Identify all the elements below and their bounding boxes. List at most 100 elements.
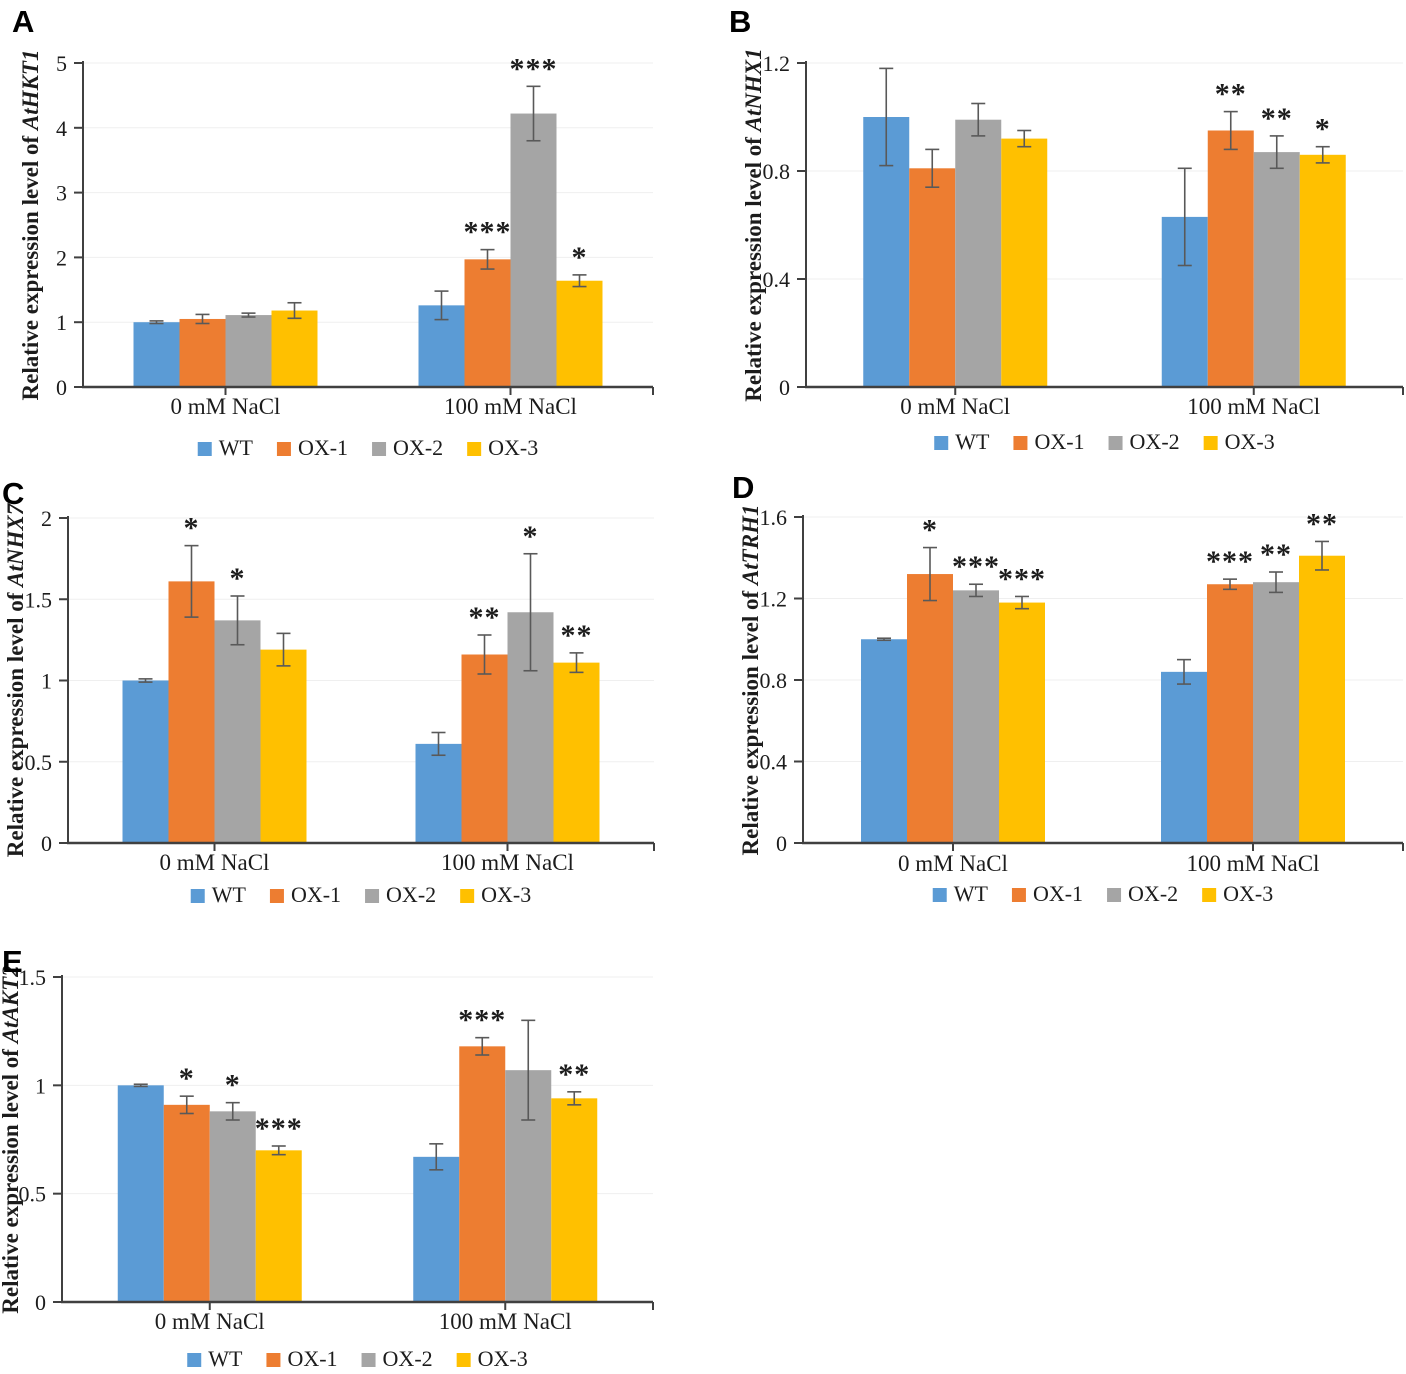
legend-swatch-wt <box>187 1353 202 1367</box>
significance-stars: *** <box>464 216 512 249</box>
significance-stars: * <box>1315 113 1331 146</box>
panel-label-b: B <box>729 4 752 39</box>
legend: WT OX-1 OX-2 OX-3 <box>197 435 538 460</box>
panel-d: D * *** *** ** *** ** 0 0.4 0.8 1.2 1.6 0 mM NaCl 10… <box>703 470 1406 940</box>
bar-ox-1-cat1 <box>1207 584 1253 843</box>
significance-stars: ** <box>561 619 593 652</box>
legend-label-ox-2: OX-2 <box>386 882 436 907</box>
bar-ox-2-cat1 <box>510 113 557 387</box>
bar-ox-1-cat1 <box>464 259 511 387</box>
legend-swatch-ox-2 <box>1108 436 1123 450</box>
legend-label-ox-1: OX-1 <box>1033 881 1083 906</box>
y-tick-label: 0.4 <box>760 750 788 775</box>
bar-wt-cat0 <box>861 639 907 843</box>
legend-swatch-ox-3 <box>1203 436 1218 450</box>
y-tick-label: 0 <box>41 831 52 856</box>
panel-b: B ** ** * 0 0.4 0.8 1.2 0 mM NaCl 100 mM NaCl Rel… <box>703 0 1406 470</box>
y-tick-label: 1.2 <box>760 587 788 612</box>
bar-chart-atakt2: **********00.511.50 mM NaCl 100 mM NaClRe… <box>0 965 654 1371</box>
legend-swatch-ox-3 <box>460 889 475 903</box>
significance-stars: * <box>179 1062 195 1095</box>
category-label: 100 mM NaCl <box>439 1309 572 1334</box>
legend: WT OX-1 OX-2 OX-3 <box>932 881 1273 906</box>
category-label: 0 mM NaCl <box>171 394 281 419</box>
significance-stars: ** <box>558 1058 590 1091</box>
bar-ox-1-cat1 <box>461 654 508 843</box>
legend-swatch-ox-1 <box>276 442 291 456</box>
y-tick-label: 1 <box>41 669 52 694</box>
significance-stars: *** <box>255 1112 303 1145</box>
bar-wt-cat1 <box>415 743 462 843</box>
legend: WT OX-1 OX-2 OX-3 <box>934 429 1275 454</box>
y-tick-label: 1 <box>35 1073 46 1098</box>
legend-label-ox-3: OX-3 <box>478 1346 528 1371</box>
bar-ox-3-cat1 <box>1299 154 1346 387</box>
y-axis-title: Relative expression level of AtAKT2 <box>0 965 23 1313</box>
legend-label-wt: WT <box>219 435 254 460</box>
bar-ox-3-cat0 <box>260 649 307 843</box>
legend-label-wt: WT <box>212 882 247 907</box>
bar-chart-atnhx1: **** *00.40.81.20 mM NaCl 100 mM NaClRelat… <box>741 48 1404 454</box>
bar-ox-2-cat1 <box>1253 152 1300 387</box>
legend-swatch-ox-2 <box>361 1353 376 1367</box>
legend-swatch-ox-1 <box>1013 436 1028 450</box>
y-tick-label: 1.5 <box>25 587 53 612</box>
bar-wt-cat0 <box>122 680 169 843</box>
legend-label-ox-1: OX-1 <box>287 1346 337 1371</box>
y-tick-label: 0.5 <box>19 1182 47 1207</box>
panel-label-c: C <box>2 476 25 511</box>
significance-stars: ** <box>469 601 501 634</box>
significance-stars: * <box>184 512 200 545</box>
y-axis-title: Relative expression level of AtNHX1 <box>741 48 766 402</box>
bar-ox-3-cat1 <box>551 1098 598 1302</box>
y-tick-label: 0 <box>35 1290 46 1315</box>
y-tick-label: 0 <box>779 375 790 400</box>
category-label: 100 mM NaCl <box>444 394 577 419</box>
significance-stars: * <box>572 241 588 274</box>
significance-stars: *** <box>1206 545 1254 578</box>
y-tick-label: 0.8 <box>763 159 791 184</box>
legend-swatch-ox-2 <box>365 889 380 903</box>
category-label: 0 mM NaCl <box>155 1309 265 1334</box>
legend-label-ox-1: OX-1 <box>1034 429 1084 454</box>
panel-label-d: D <box>732 470 755 505</box>
legend-swatch-ox-1 <box>269 889 284 903</box>
legend-label-ox-3: OX-3 <box>1225 429 1275 454</box>
legend-label-ox-1: OX-1 <box>298 435 348 460</box>
y-tick-label: 0 <box>776 831 787 856</box>
significance-stars: *** <box>510 52 558 85</box>
significance-stars: * <box>523 520 539 553</box>
legend-label-ox-2: OX-2 <box>1128 881 1178 906</box>
legend-swatch-wt <box>190 889 205 903</box>
y-tick-label: 0.4 <box>763 267 791 292</box>
bar-ox-2-cat0 <box>225 315 272 387</box>
bar-ox-3-cat0 <box>271 310 318 387</box>
bar-wt-cat1 <box>413 1156 460 1302</box>
panel-label-a: A <box>12 4 35 39</box>
bar-ox-2-cat0 <box>955 119 1002 387</box>
panel-c: C * ** * * ** 0 0.5 1 1.5 2 0 mM NaCl 100 mM NaCl Re… <box>0 470 703 940</box>
legend-swatch-ox-1 <box>1011 888 1026 902</box>
bar-ox-3-cat1 <box>1299 555 1345 843</box>
legend-label-wt: WT <box>954 881 989 906</box>
legend-label-ox-3: OX-3 <box>1223 881 1273 906</box>
y-tick-label: 1.6 <box>760 505 788 530</box>
bar-ox-1-cat0 <box>168 581 215 843</box>
legend-swatch-wt <box>934 436 949 450</box>
panel-e: E * *** * *** ** 0 0.5 1 1.5 0 mM NaCl 100 mM NaCl… <box>0 930 703 1374</box>
legend-label-wt: WT <box>208 1346 243 1371</box>
category-label: 100 mM NaCl <box>1187 394 1320 419</box>
category-label: 0 mM NaCl <box>898 851 1008 876</box>
y-axis-title: Relative expression level of AtTRH1 <box>738 505 763 856</box>
panel-a: A *** *** * 0 1 2 3 4 5 0 mM NaCl 100 mM NaCl Relat… <box>0 0 703 470</box>
y-tick-label: 3 <box>56 181 67 206</box>
y-tick-label: 1 <box>56 310 67 335</box>
legend: WT OX-1 OX-2 OX-3 <box>190 882 531 907</box>
y-tick-label: 2 <box>41 506 52 531</box>
y-tick-label: 0 <box>56 375 67 400</box>
category-label: 0 mM NaCl <box>160 850 270 875</box>
y-tick-label: 0.8 <box>760 668 788 693</box>
bar-ox-3-cat1 <box>556 280 603 387</box>
panel-label-e: E <box>2 944 23 979</box>
